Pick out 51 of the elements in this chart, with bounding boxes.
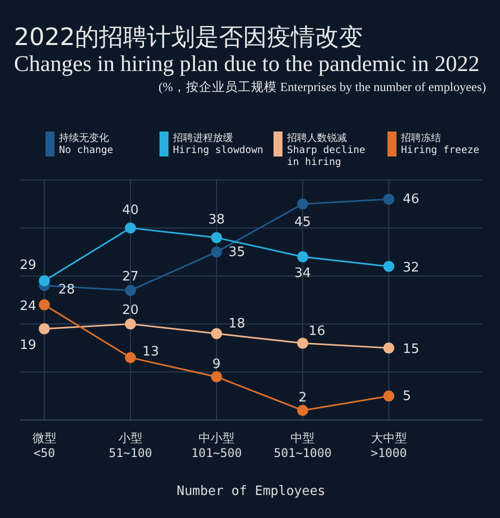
x-tick-label: 微型 <50 xyxy=(32,431,56,460)
data-label: 2 xyxy=(298,390,307,406)
point xyxy=(211,246,222,258)
point xyxy=(297,251,308,262)
point xyxy=(124,284,136,296)
data-label: 5 xyxy=(402,389,412,404)
legend-label: 持续无变化 No change xyxy=(59,132,114,156)
point xyxy=(38,275,50,286)
chart-title: 2022的招聘计划是否因疫情改变 xyxy=(14,23,364,51)
point xyxy=(297,404,308,416)
data-label: 32 xyxy=(402,260,420,276)
data-label: 35 xyxy=(228,245,246,260)
data-label: 45 xyxy=(294,215,311,230)
point xyxy=(211,328,222,340)
data-label: 19 xyxy=(20,338,36,353)
data-label: 27 xyxy=(122,269,139,284)
point xyxy=(124,352,136,364)
point xyxy=(383,260,394,272)
point xyxy=(38,323,50,334)
point xyxy=(297,198,308,210)
data-label: 9 xyxy=(212,356,221,372)
x-tick-label: 中小型 101~500 xyxy=(191,431,242,460)
point xyxy=(211,232,222,244)
x-axis-title: Number of Employees xyxy=(176,484,326,499)
data-label: 16 xyxy=(308,324,326,340)
legend-label: 招聘冻结 Hiring freeze xyxy=(400,132,480,156)
point xyxy=(211,371,222,382)
data-label: 20 xyxy=(122,303,139,318)
data-label: 38 xyxy=(208,212,225,228)
point xyxy=(383,194,394,205)
data-label: 46 xyxy=(402,192,420,208)
data-label: 34 xyxy=(294,266,311,281)
data-label: 28 xyxy=(58,282,75,298)
point xyxy=(124,222,136,234)
point xyxy=(383,390,394,402)
data-label: 24 xyxy=(20,298,36,314)
data-label: 29 xyxy=(20,258,36,273)
data-label: 13 xyxy=(142,344,159,360)
point xyxy=(38,299,50,310)
point xyxy=(383,342,394,354)
data-label: 15 xyxy=(402,342,420,357)
x-tick-label: 小型 51~100 xyxy=(108,431,152,460)
x-tick-label: 大中型 >1000 xyxy=(370,431,407,460)
point xyxy=(124,318,136,330)
text: (%，按企业员工规模 Enterprises by the number of employees) xyxy=(158,80,486,94)
data-label: 18 xyxy=(228,316,246,332)
x-tick-label: 中型 501~1000 xyxy=(274,431,332,460)
legend-label: 招聘进程放缓 Hiring slowdown xyxy=(172,132,264,156)
chart-subtitle: Changes in hiring plan due to the pandemic in 2022 xyxy=(14,51,480,76)
data-label: 40 xyxy=(122,203,139,218)
point xyxy=(297,338,308,349)
